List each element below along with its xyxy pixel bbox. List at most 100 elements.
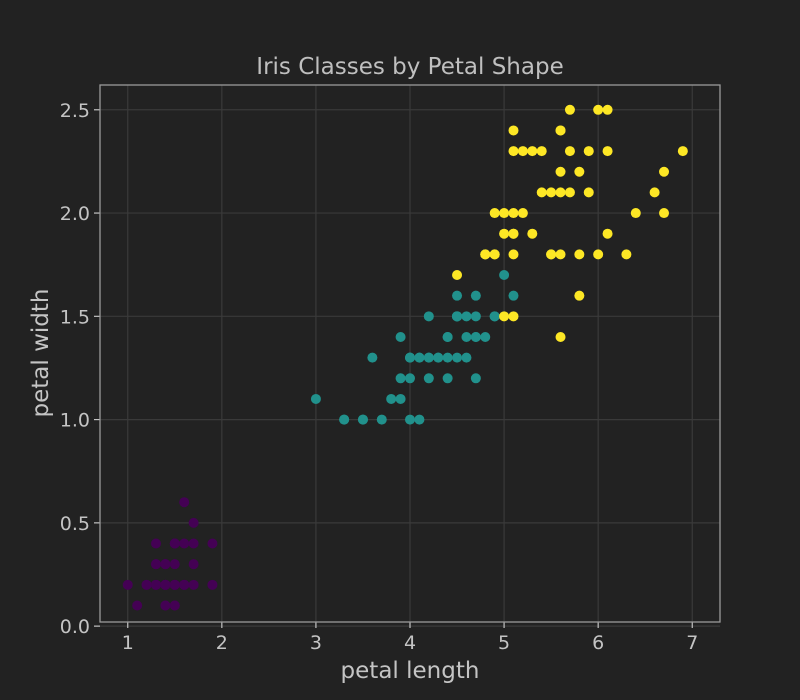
x-tick-label: 2 (216, 632, 228, 654)
data-point-class-1 (461, 352, 472, 363)
data-point-class-0 (207, 579, 218, 590)
data-point-class-2 (508, 249, 519, 260)
data-point-class-0 (169, 600, 180, 611)
data-points (122, 104, 688, 611)
data-point-class-0 (188, 517, 199, 528)
data-point-class-1 (499, 270, 510, 281)
x-tick-label: 6 (592, 632, 604, 654)
data-point-class-2 (555, 331, 566, 342)
data-point-class-2 (602, 104, 613, 115)
data-point-class-1 (452, 290, 463, 301)
data-point-class-0 (150, 559, 161, 570)
data-point-class-2 (649, 187, 660, 198)
data-point-class-1 (423, 311, 434, 322)
data-point-class-2 (517, 208, 528, 219)
data-point-class-2 (621, 249, 632, 260)
data-point-class-1 (414, 352, 425, 363)
data-point-class-2 (583, 146, 594, 157)
data-point-class-2 (508, 311, 519, 322)
data-point-class-1 (414, 414, 425, 425)
data-point-class-1 (461, 331, 472, 342)
data-point-class-2 (508, 125, 519, 136)
data-point-class-2 (546, 249, 557, 260)
data-point-class-1 (442, 373, 453, 384)
data-point-class-2 (659, 166, 670, 177)
y-tick-label: 0.5 (60, 513, 90, 535)
data-point-class-2 (489, 249, 500, 260)
data-point-class-0 (169, 559, 180, 570)
data-point-class-1 (470, 373, 481, 384)
y-tick-label: 1.5 (60, 306, 90, 328)
data-point-class-0 (188, 538, 199, 549)
data-point-class-1 (339, 414, 350, 425)
x-tick-label: 4 (404, 632, 416, 654)
data-point-class-1 (395, 331, 406, 342)
data-point-class-2 (574, 249, 585, 260)
data-point-class-1 (386, 393, 397, 404)
data-point-class-1 (423, 352, 434, 363)
y-tick-label: 1.0 (60, 410, 90, 432)
y-axis-label: petal width (28, 289, 54, 418)
plot-frame (99, 84, 721, 623)
data-point-class-2 (574, 166, 585, 177)
data-point-class-1 (470, 290, 481, 301)
chart-title: Iris Classes by Petal Shape (256, 54, 563, 80)
data-point-class-2 (583, 187, 594, 198)
data-point-class-1 (442, 352, 453, 363)
data-point-class-1 (405, 414, 415, 425)
data-point-class-2 (536, 187, 547, 198)
data-point-class-2 (499, 228, 510, 239)
data-point-class-2 (508, 146, 519, 157)
data-point-class-1 (461, 311, 472, 322)
data-point-class-2 (630, 208, 641, 219)
data-point-class-1 (395, 373, 406, 384)
data-point-class-0 (150, 579, 161, 590)
data-point-class-0 (160, 579, 171, 590)
data-point-class-2 (536, 146, 547, 157)
data-point-class-0 (132, 600, 143, 611)
data-point-class-2 (489, 208, 500, 219)
data-point-class-2 (508, 208, 519, 219)
data-point-class-2 (555, 125, 566, 136)
data-point-class-0 (169, 538, 180, 549)
data-point-class-2 (602, 146, 613, 157)
data-point-class-1 (423, 373, 434, 384)
data-point-class-2 (555, 166, 566, 177)
data-point-class-1 (489, 311, 500, 322)
data-point-class-0 (160, 559, 171, 570)
data-point-class-2 (452, 270, 463, 281)
y-tick-label: 2.0 (60, 203, 90, 225)
data-point-class-0 (141, 579, 152, 590)
data-point-class-1 (470, 311, 481, 322)
data-point-class-2 (564, 187, 575, 198)
data-point-class-1 (310, 393, 321, 404)
x-tick-label: 3 (310, 632, 322, 654)
data-point-class-1 (452, 311, 463, 322)
data-point-class-1 (442, 331, 453, 342)
data-point-class-2 (555, 249, 566, 260)
data-point-class-0 (188, 579, 199, 590)
x-tick-label: 7 (686, 632, 698, 654)
data-point-class-1 (433, 352, 444, 363)
data-point-class-2 (499, 208, 510, 219)
data-point-class-2 (517, 146, 528, 157)
data-point-class-2 (564, 146, 575, 157)
data-point-class-2 (555, 187, 566, 198)
data-point-class-1 (470, 331, 481, 342)
data-point-class-0 (188, 559, 199, 570)
data-point-class-2 (602, 228, 613, 239)
x-tick-label: 5 (498, 632, 510, 654)
data-point-class-1 (405, 352, 415, 363)
data-point-class-0 (160, 600, 171, 611)
axis-ticks: 1 2 3 4 5 6 7 0.0 0.5 1.0 1.5 2.0 2.5 (60, 100, 699, 654)
data-point-class-2 (659, 208, 670, 219)
data-point-class-1 (508, 290, 519, 301)
data-point-class-1 (452, 352, 463, 363)
data-point-class-1 (367, 352, 378, 363)
y-tick-label: 0.0 (60, 616, 90, 638)
y-tick-label: 2.5 (60, 100, 90, 122)
data-point-class-2 (499, 311, 510, 322)
data-point-class-2 (564, 104, 575, 115)
